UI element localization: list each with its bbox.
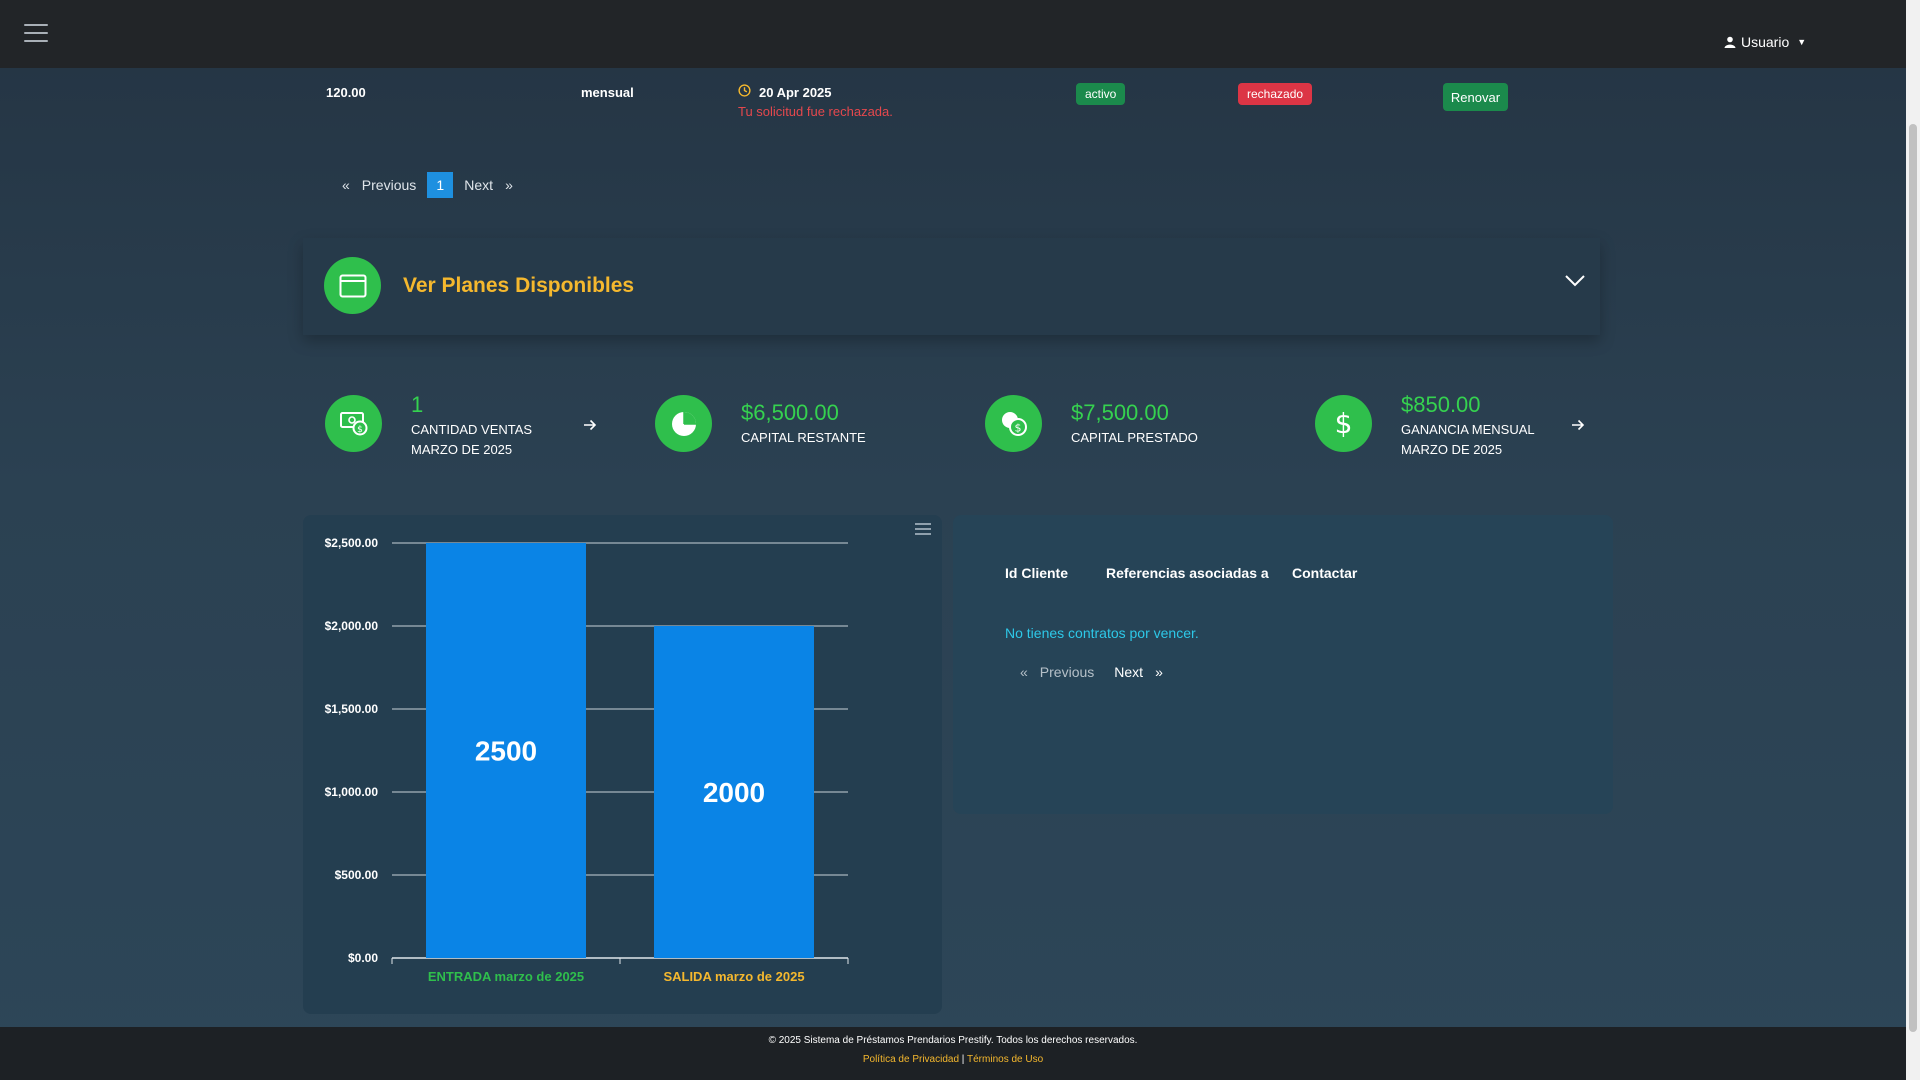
stat-label: CAPITAL RESTANTE (741, 430, 866, 445)
bar (654, 626, 814, 958)
pagination-previous[interactable]: Previous (1039, 664, 1095, 680)
y-tick-label: $2,000.00 (325, 619, 379, 633)
pagination-page[interactable]: 1 (427, 172, 454, 198)
bar-chart-card: $0.00 $500.00 $1,000.00 $1,500.00 $2,000.00 $… (303, 515, 942, 1014)
footer: © 2025 Sistema de Préstamos Prendarios P… (0, 1027, 1906, 1080)
stat-value: 1 (411, 392, 424, 417)
top-navbar: Usuario ▼ (0, 0, 1906, 68)
y-tick-label: $1,000.00 (325, 785, 379, 799)
plans-accordion[interactable]: Ver Planes Disponibles (303, 238, 1600, 335)
stat-sales-count: $ 1 CANTIDAD VENTAS MARZO DE 2025 (325, 392, 605, 472)
stat-label: GANANCIA MENSUAL MARZO DE 2025 (1401, 422, 1535, 457)
column-header-references: Referencias asociadas a (1106, 565, 1269, 581)
pagination-next-icon[interactable]: » (505, 177, 513, 193)
status-badge: activo (1076, 83, 1126, 105)
menu-toggle-icon[interactable] (24, 24, 48, 44)
stat-monthly-earnings: $ $850.00 GANANCIA MENSUAL MARZO DE 2025 (1315, 392, 1600, 472)
pagination-prev-icon[interactable]: « (1020, 664, 1028, 680)
plans-title: Ver Planes Disponibles (403, 274, 635, 297)
y-tick-label: $1,500.00 (325, 702, 379, 716)
pagination-previous[interactable]: Previous (361, 177, 417, 193)
clock-icon (738, 84, 751, 97)
row-message: Tu solicitud fue rechazada. (738, 104, 893, 119)
privacy-policy-link[interactable]: Política de Privacidad (862, 1054, 960, 1065)
pagination: « Previous 1 Next » (336, 172, 519, 198)
column-header-client-id: Id Cliente (1005, 565, 1069, 581)
user-icon (1724, 36, 1736, 48)
row-date: 20 Apr 2025 (759, 85, 832, 100)
terms-of-use-link[interactable]: Términos de Uso (967, 1054, 1044, 1065)
pie-chart-icon (655, 395, 712, 452)
renew-button[interactable]: Renovar (1443, 83, 1508, 111)
arrow-right-icon[interactable] (1571, 418, 1585, 432)
y-tick-label: $2,500.00 (325, 536, 379, 550)
arrow-right-icon[interactable] (583, 418, 597, 432)
svg-text:$: $ (1014, 421, 1021, 434)
x-tick-label: ENTRADA marzo de 2025 (428, 969, 584, 984)
pagination-next[interactable]: Next (464, 177, 494, 193)
money-icon: $ (325, 395, 382, 452)
y-tick-label: $0.00 (348, 951, 378, 965)
dollar-icon: $ (1315, 395, 1372, 452)
pagination-next[interactable]: Next (1114, 664, 1144, 680)
chevron-down-icon[interactable] (1564, 274, 1586, 288)
row-amount: 120.00 (326, 85, 366, 100)
row-frequency: mensual (581, 85, 634, 100)
footer-separator: | (961, 1054, 965, 1065)
stat-capital-remaining: $6,500.00 CAPITAL RESTANTE (655, 392, 935, 472)
svg-text:$: $ (357, 425, 363, 435)
stat-value: $7,500.00 (1071, 400, 1169, 425)
scrollbar-thumb[interactable] (1909, 124, 1917, 1032)
stat-label: CAPITAL PRESTADO (1071, 430, 1198, 445)
x-tick-label: SALIDA marzo de 2025 (663, 969, 804, 984)
coins-icon: $ (985, 395, 1042, 452)
pagination-next-icon[interactable]: » (1155, 664, 1163, 680)
y-tick-label: $500.00 (335, 868, 379, 882)
bar-data-label: 2500 (475, 736, 537, 767)
stat-capital-lent: $ $7,500.00 CAPITAL PRESTADO (985, 392, 1265, 472)
caret-down-icon: ▼ (1797, 37, 1807, 47)
user-dropdown[interactable]: Usuario ▼ (1724, 34, 1806, 50)
stat-value: $850.00 (1401, 392, 1481, 417)
bar (426, 543, 586, 958)
contracts-pagination: « Previous Next » (1014, 664, 1169, 680)
contracts-card: Id Cliente Referencias asociadas a Conta… (953, 515, 1613, 814)
stat-label: CANTIDAD VENTAS MARZO DE 2025 (411, 422, 533, 457)
plans-icon (324, 257, 381, 314)
bar-data-label: 2000 (703, 777, 765, 808)
footer-copyright: © 2025 Sistema de Préstamos Prendarios P… (768, 1035, 1138, 1046)
stat-value: $6,500.00 (741, 400, 839, 425)
user-label: Usuario (1741, 34, 1790, 50)
bar-chart: $0.00 $500.00 $1,000.00 $1,500.00 $2,000.00 $… (325, 536, 849, 984)
scrollbar[interactable] (1906, 0, 1920, 1080)
request-status-badge: rechazado (1238, 83, 1313, 105)
chart-menu-icon[interactable] (915, 523, 931, 535)
empty-contracts-message: No tienes contratos por vencer. (1005, 625, 1199, 641)
pagination-prev-icon[interactable]: « (342, 177, 350, 193)
footer-links: Política de Privacidad | Términos de Uso (0, 1054, 1906, 1065)
column-header-contact: Contactar (1292, 565, 1358, 581)
